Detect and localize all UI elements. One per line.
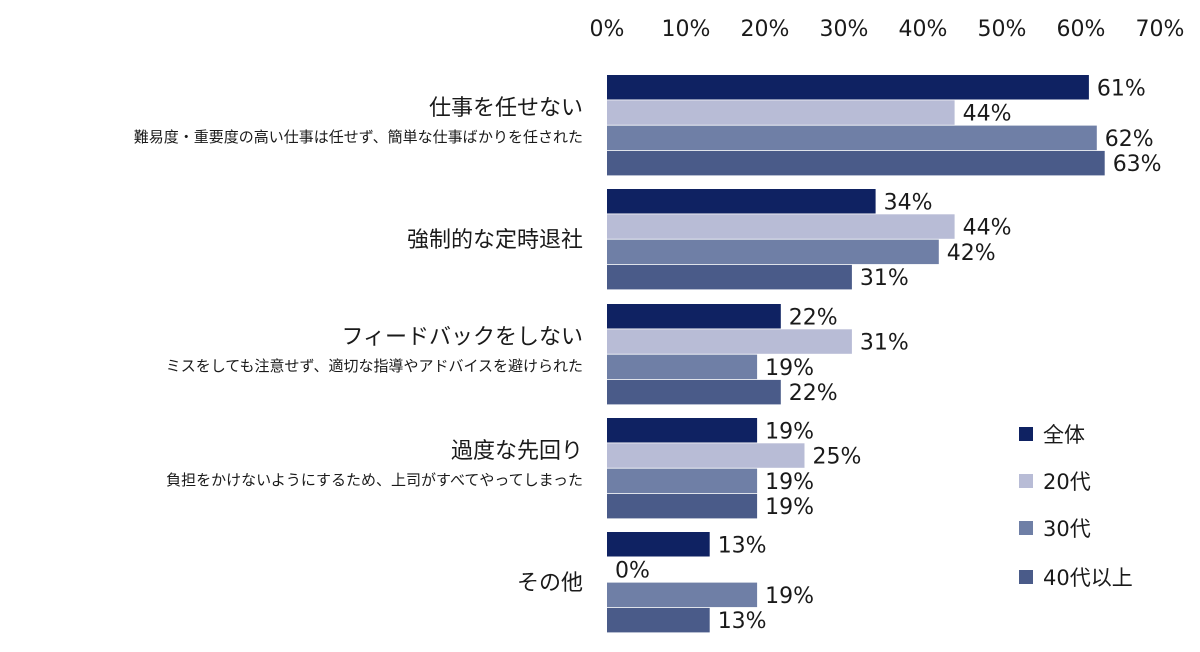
category-labels: 仕事を任せない難易度・重要度の高い仕事は任せず、簡単な仕事ばかりを任された強制的… [134, 96, 583, 596]
bar [607, 468, 758, 494]
data-label: 42% [947, 241, 996, 266]
bar [607, 150, 1105, 176]
x-tick-label: 50% [978, 17, 1027, 42]
data-label: 31% [860, 331, 909, 356]
data-labels: 61%34%22%19%13%44%44%31%25%0%62%42%19%19… [615, 76, 1162, 634]
bar [607, 264, 852, 290]
legend-label: 全体 [1043, 423, 1085, 447]
x-tick-label: 0% [590, 17, 625, 42]
bar [607, 379, 781, 405]
data-label: 19% [765, 584, 814, 609]
bar [607, 532, 710, 557]
legend-label: 20代 [1043, 470, 1091, 494]
legend: 全体 20代 30代 40代以上 [1019, 423, 1133, 590]
bar [607, 329, 852, 354]
x-axis-ticks: 0% 10% 20% 30% 40% 50% 60% 70% [590, 17, 1185, 42]
x-tick-label: 30% [820, 17, 869, 42]
x-tick-label: 70% [1136, 17, 1185, 42]
legend-swatch [1019, 521, 1033, 535]
category-subtitle: 難易度・重要度の高い仕事は任せず、簡単な仕事ばかりを任された [134, 128, 583, 146]
legend-swatch [1019, 570, 1033, 584]
data-label: 63% [1113, 152, 1162, 177]
data-label: 34% [884, 190, 933, 215]
bar [607, 493, 758, 519]
data-label: 22% [789, 381, 838, 406]
data-label: 19% [765, 495, 814, 520]
legend-swatch [1019, 474, 1033, 488]
bar [607, 354, 758, 380]
bar [607, 418, 758, 443]
bar [607, 189, 876, 214]
category-title: 強制的な定時退社 [407, 228, 583, 253]
bar [607, 443, 805, 468]
category-title: フィードバックをしない [341, 325, 583, 350]
data-label: 13% [718, 533, 767, 558]
category-title: 仕事を任せない [429, 96, 583, 121]
data-label: 0% [615, 559, 650, 584]
data-label: 19% [765, 356, 814, 381]
category-title: 過度な先回り [451, 439, 583, 464]
bars [607, 75, 1105, 633]
data-label: 61% [1097, 76, 1146, 101]
data-label: 44% [963, 102, 1012, 127]
data-label: 31% [860, 266, 909, 291]
x-tick-label: 10% [662, 17, 711, 42]
category-subtitle: 負担をかけないようにするため、上司がすべてやってしまった [166, 471, 583, 489]
bar [607, 239, 939, 265]
data-label: 62% [1105, 127, 1154, 152]
bar [607, 607, 710, 633]
category-title: その他 [517, 571, 583, 596]
bar [607, 582, 758, 608]
bar [607, 304, 781, 329]
x-tick-label: 40% [899, 17, 948, 42]
legend-swatch [1019, 427, 1033, 441]
data-label: 19% [765, 470, 814, 495]
data-label: 25% [813, 445, 862, 470]
bar [607, 100, 955, 125]
legend-label: 30代 [1043, 517, 1091, 541]
category-subtitle: ミスをしても注意せず、適切な指導やアドバイスを避けられた [166, 357, 583, 375]
bar [607, 214, 955, 239]
data-label: 13% [718, 609, 767, 634]
x-tick-label: 60% [1057, 17, 1106, 42]
x-tick-label: 20% [741, 17, 790, 42]
data-label: 44% [963, 216, 1012, 241]
bar [607, 75, 1089, 100]
data-label: 19% [765, 419, 814, 444]
legend-label: 40代以上 [1043, 566, 1133, 590]
bar [607, 125, 1097, 151]
data-label: 22% [789, 305, 838, 330]
